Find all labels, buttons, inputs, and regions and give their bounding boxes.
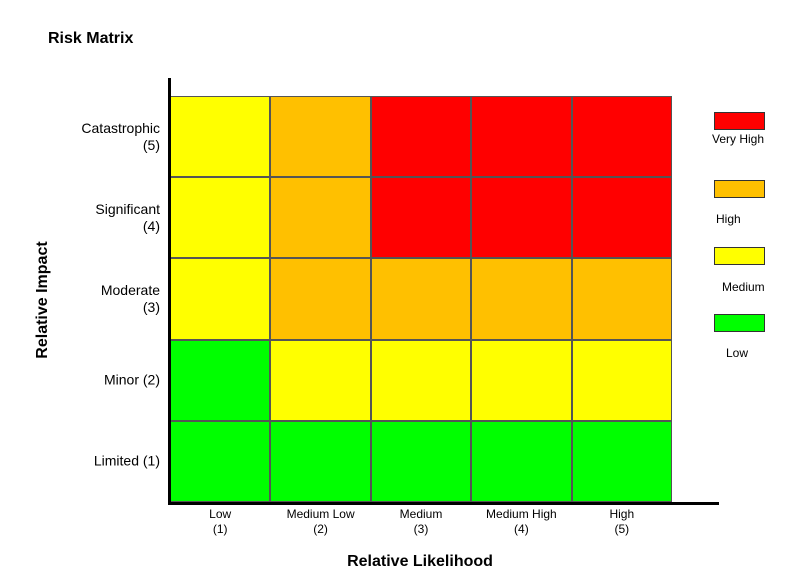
x-tick-label: High (5) [609, 507, 635, 536]
matrix-cell [370, 339, 472, 421]
x-tick-label: Medium High (4) [486, 507, 557, 536]
x-tick-label: Medium (3) [399, 507, 443, 536]
matrix-cell [370, 177, 472, 259]
matrix-cell [471, 420, 572, 502]
matrix-cell [571, 420, 672, 502]
matrix-cell [471, 96, 572, 178]
matrix-cell [270, 339, 371, 421]
matrix-cell [370, 96, 472, 178]
chart-title: Risk Matrix [48, 30, 134, 47]
legend-label: Very High [712, 132, 765, 146]
legend-swatch [714, 314, 765, 332]
risk-matrix-grid [170, 96, 672, 502]
matrix-cell [270, 420, 371, 502]
x-tick-label: Low (1) [209, 507, 232, 536]
matrix-cell [270, 258, 371, 340]
y-tick-label: Limited (1) [93, 452, 160, 469]
matrix-cell [170, 420, 271, 502]
legend-swatch [714, 180, 765, 198]
x-tick-label: Medium Low (2) [286, 507, 355, 536]
matrix-cell [170, 177, 271, 259]
matrix-cell [170, 96, 271, 178]
legend-label: Medium [722, 280, 765, 294]
x-axis-line [168, 502, 719, 505]
matrix-cell [170, 339, 271, 421]
legend-swatch [714, 247, 765, 265]
y-tick-label: Catastrophic (5) [81, 119, 160, 153]
matrix-cell [270, 96, 371, 178]
matrix-cell [370, 420, 472, 502]
matrix-cell [571, 177, 672, 259]
legend-swatch [714, 112, 765, 130]
legend-label: Low [726, 346, 749, 360]
matrix-cell [170, 258, 271, 340]
x-axis-label: Relative Likelihood [347, 553, 493, 570]
matrix-cell [471, 177, 572, 259]
y-tick-label: Significant (4) [95, 200, 160, 234]
matrix-cell [571, 96, 672, 178]
matrix-cell [270, 177, 371, 259]
y-tick-label: Minor (2) [103, 371, 160, 388]
legend-label: High [716, 212, 741, 226]
y-tick-label: Moderate (3) [100, 282, 160, 315]
matrix-cell [370, 258, 472, 340]
matrix-cell [471, 339, 572, 421]
matrix-cell [571, 258, 672, 340]
y-axis-line [168, 78, 171, 505]
matrix-cell [471, 258, 572, 340]
matrix-cell [571, 339, 672, 421]
